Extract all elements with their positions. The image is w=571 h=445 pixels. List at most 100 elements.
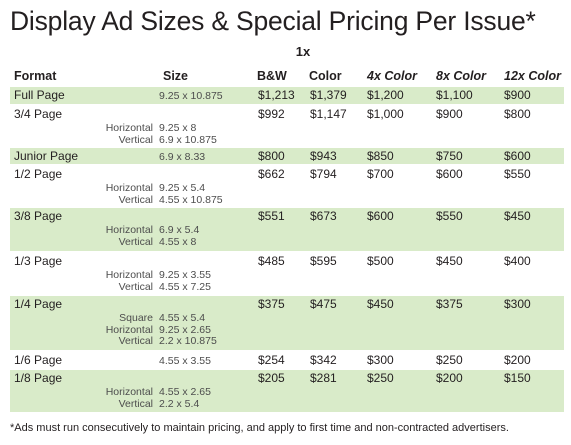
- orientation-label: Horizontal: [105, 122, 153, 134]
- format-cell: 1/4 Page: [14, 297, 63, 311]
- size-cell: 9.25 x 8: [159, 122, 197, 134]
- price-cell-c8: $1,100: [436, 88, 473, 102]
- size-cell: 4.55 x 3.55: [159, 355, 211, 367]
- price-cell-c4: $500: [367, 254, 394, 268]
- price-cell-c4: $850: [367, 149, 394, 163]
- price-cell-c8: $200: [436, 371, 463, 385]
- table-row: 1/4 Page Square 4.55 x 5.4 Horizontal 9.25 x…: [10, 296, 564, 350]
- price-cell-bw: $375: [258, 297, 285, 311]
- size-cell: 6.9 x 5.4: [159, 224, 200, 236]
- price-cell-color: $281: [310, 371, 337, 385]
- price-cell-c8: $600: [436, 167, 463, 181]
- orientation-label: Horizontal: [105, 224, 153, 236]
- price-cell-c8: $450: [436, 254, 463, 268]
- format-cell: 1/2 Page: [14, 167, 63, 181]
- price-cell-c12: $600: [504, 149, 531, 163]
- size-cell: 9.25 x 3.55: [159, 269, 211, 281]
- orientation-label: Vertical: [118, 335, 153, 347]
- price-cell-c4: $1,200: [367, 88, 404, 102]
- price-cell-c8: $900: [436, 107, 463, 121]
- orientation-label: Horizontal: [105, 386, 153, 398]
- format-cell: 3/4 Page: [14, 107, 63, 121]
- price-cell-c8: $250: [436, 353, 463, 367]
- size-cell: 9.25 x 5.4: [159, 182, 206, 194]
- format-column-header: Format: [14, 69, 57, 83]
- price-cell-bw: $992: [258, 107, 285, 121]
- price-cell-color: $1,379: [310, 88, 347, 102]
- orientation-label: Square: [119, 312, 153, 324]
- orientation-label: Vertical: [118, 133, 153, 146]
- size-cell: 4.55 x 8: [159, 235, 197, 248]
- size-cell: 4.55 x 7.25: [159, 280, 211, 293]
- orientation-label: Vertical: [118, 397, 153, 410]
- size-cell: 2.2 x 10.875: [159, 335, 217, 347]
- format-cell: 1/8 Page: [14, 371, 63, 385]
- table-row: 1/2 Page Horizontal 9.25 x 5.4 Vertical 4.55…: [10, 166, 564, 206]
- price-cell-c12: $450: [504, 209, 531, 223]
- size-column-header: Size: [163, 69, 189, 83]
- orientation-label: Horizontal: [105, 269, 153, 281]
- footnote: *Ads must run consecutively to maintain …: [10, 422, 509, 434]
- format-cell: 1/6 Page: [14, 353, 63, 367]
- price-cell-c12: $200: [504, 353, 531, 367]
- price-cell-bw: $1,213: [258, 88, 295, 102]
- price-cell-color: $475: [310, 297, 337, 311]
- 12x-color-column-header: 12x Color: [504, 69, 561, 83]
- orientation-label: Vertical: [118, 235, 153, 248]
- price-cell-c8: $375: [436, 297, 463, 311]
- price-cell-color: $595: [310, 254, 337, 268]
- table-row: Full Page 9.25 x 10.875 $1,213 $1,379 $1,200…: [10, 87, 564, 104]
- size-cell: 9.25 x 2.65: [159, 323, 211, 336]
- price-cell-c4: $450: [367, 297, 394, 311]
- price-cell-c12: $400: [504, 254, 531, 268]
- price-cell-c4: $300: [367, 353, 394, 367]
- orientation-label: Horizontal: [105, 323, 153, 336]
- orientation-label: Vertical: [118, 193, 153, 206]
- format-cell: Junior Page: [14, 149, 79, 163]
- table-row: 1/6 Page 4.55 x 3.55 $254 $342 $300 $250 $200: [10, 352, 564, 368]
- price-cell-bw: $205: [258, 371, 285, 385]
- format-cell: 1/3 Page: [14, 254, 63, 268]
- price-cell-color: $943: [310, 149, 337, 163]
- table-row: Junior Page 6.9 x 8.33 $800 $943 $850 $750 $60…: [10, 148, 564, 164]
- table-row: 1/8 Page Horizontal 4.55 x 2.65 Vertical 2.2…: [10, 370, 564, 412]
- color-column-header: Color: [309, 69, 342, 83]
- table-row: 3/8 Page Horizontal 6.9 x 5.4 Vertical 4.55 …: [10, 208, 564, 251]
- price-cell-c8: $550: [436, 209, 463, 223]
- orientation-label: Vertical: [118, 280, 153, 293]
- size-cell: 2.2 x 5.4: [159, 397, 200, 410]
- price-cell-bw: $662: [258, 167, 285, 181]
- size-cell: 4.55 x 2.65: [159, 386, 211, 398]
- size-cell: 9.25 x 10.875: [159, 90, 223, 102]
- table-row: 1/3 Page Horizontal 9.25 x 3.55 Vertical 4.5…: [10, 253, 564, 293]
- size-cell: 6.9 x 10.875: [159, 133, 217, 146]
- price-cell-bw: $800: [258, 149, 285, 163]
- one-issue-group-header: 1x: [295, 44, 311, 59]
- page-title: Display Ad Sizes & Special Pricing Per I…: [10, 6, 536, 36]
- price-cell-c4: $1,000: [367, 107, 404, 121]
- price-cell-c8: $750: [436, 149, 463, 163]
- size-cell: 4.55 x 10.875: [159, 193, 223, 206]
- price-cell-c12: $550: [504, 167, 531, 181]
- price-cell-c4: $250: [367, 371, 394, 385]
- 8x-color-column-header: 8x Color: [436, 69, 487, 83]
- price-cell-c12: $150: [504, 371, 531, 385]
- price-cell-color: $673: [310, 209, 337, 223]
- price-cell-bw: $254: [258, 353, 285, 367]
- 4x-color-column-header: 4x Color: [367, 69, 418, 83]
- price-cell-c4: $600: [367, 209, 394, 223]
- table-row: 3/4 Page Horizontal 9.25 x 8 Vertical 6.9 x …: [10, 106, 564, 146]
- size-cell: 6.9 x 8.33: [159, 151, 206, 163]
- price-cell-color: $794: [310, 167, 337, 181]
- price-cell-color: $342: [310, 353, 337, 367]
- price-cell-c4: $700: [367, 167, 394, 181]
- price-cell-bw: $551: [258, 209, 285, 223]
- bw-column-header: B&W: [257, 69, 287, 83]
- price-cell-c12: $800: [504, 107, 531, 121]
- price-cell-color: $1,147: [310, 107, 347, 121]
- price-cell-bw: $485: [258, 254, 285, 268]
- price-cell-c12: $900: [504, 88, 531, 102]
- size-cell: 4.55 x 5.4: [159, 312, 206, 324]
- format-cell: 3/8 Page: [14, 209, 63, 223]
- format-cell: Full Page: [14, 88, 65, 102]
